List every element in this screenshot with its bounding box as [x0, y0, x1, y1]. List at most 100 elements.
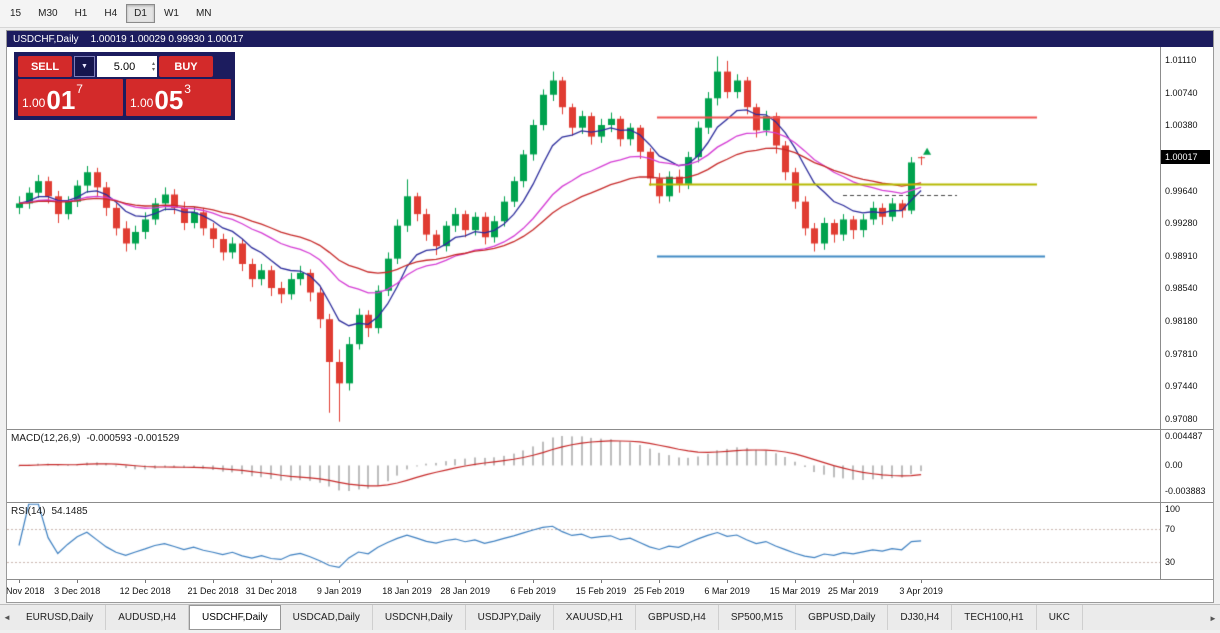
- date-tick: [921, 580, 923, 583]
- rsi-label: RSI(14) 54.1485: [11, 506, 94, 517]
- timeframe-button-D1[interactable]: D1: [126, 4, 155, 23]
- date-axis-label: 9 Jan 2019: [316, 586, 362, 596]
- rsi-name: RSI(14): [11, 506, 46, 517]
- chart-title-symbol: USDCHF,Daily: [13, 33, 79, 45]
- sell-button[interactable]: SELL: [18, 56, 72, 77]
- bid-pip-digit: 7: [76, 82, 83, 96]
- buy-button[interactable]: BUY: [159, 56, 213, 77]
- bid-prefix: 1.00: [22, 96, 46, 110]
- timeframe-button-H4[interactable]: H4: [104, 8, 118, 19]
- chart-tab-dj30-h4[interactable]: DJ30,H4: [888, 605, 953, 630]
- pane-separator-2[interactable]: [7, 502, 1213, 503]
- price-axis-label: 1.01110: [1165, 55, 1197, 65]
- timeframe-bar: 15 M30 H1 H4 D1 W1 MN: [2, 4, 221, 23]
- spin-up-icon[interactable]: ▴: [151, 60, 155, 67]
- price-axis-label: 0.98180: [1165, 316, 1198, 327]
- pane-separator-1[interactable]: [7, 429, 1213, 430]
- date-tick: [407, 580, 408, 583]
- ask-quote[interactable]: 1.00 05 3: [126, 79, 231, 116]
- price-axis-label: 0.98910: [1165, 250, 1198, 261]
- bid-quote[interactable]: 1.00 01 7: [18, 79, 123, 116]
- current-price-tag: 1.00017: [1161, 150, 1210, 165]
- macd-axis-label: 0.00: [1165, 460, 1183, 471]
- rsi-axis-label: 30: [1165, 557, 1176, 567]
- date-axis-label: 31 Dec 2018: [245, 586, 297, 596]
- spin-down-icon[interactable]: ▾: [151, 66, 155, 73]
- timeframe-button-W1[interactable]: W1: [163, 8, 179, 19]
- rsi-axis-label: 100: [1165, 504, 1181, 514]
- date-axis[interactable]: 23 Nov 2018 3 Dec 2018 12 Dec 2018 21 Dec 2…: [7, 580, 1213, 602]
- ask-prefix: 1.00: [130, 96, 154, 110]
- chart-tab-usdcad-daily[interactable]: USDCAD,Daily: [281, 605, 373, 630]
- chart-tab-usdjpy-daily[interactable]: USDJPY,Daily: [466, 605, 554, 630]
- date-axis-label: 3 Apr 2019: [899, 586, 943, 596]
- chart-title-ohlc: 1.00019 1.00029 0.99930 1.00017: [90, 33, 244, 45]
- date-tick: [19, 580, 20, 583]
- chart-tab-usdcnh-daily[interactable]: USDCNH,Daily: [373, 605, 466, 630]
- trade-row-quotes: 1.00 01 7 1.00 05 3: [18, 79, 231, 116]
- date-axis-label: 25 Mar 2019: [827, 586, 879, 596]
- chart-tab-ukc[interactable]: UKC: [1037, 605, 1083, 630]
- price-axis-label: 0.99640: [1165, 185, 1198, 196]
- rsi-axis-label: 70: [1165, 524, 1176, 534]
- price-axis-label: 0.98540: [1165, 283, 1198, 294]
- macd-axis-label: -0.003883: [1165, 486, 1206, 496]
- rsi-pane: RSI(14) 54.1485: [7, 503, 1160, 579]
- chart-tab-usdchf-daily[interactable]: USDCHF,Daily: [189, 605, 281, 630]
- price-axis-label: 0.99280: [1165, 218, 1198, 229]
- timeframe-button-M30[interactable]: M30: [38, 8, 58, 19]
- date-axis-label: 15 Feb 2019: [575, 586, 627, 596]
- chart-tab-audusd-h4[interactable]: AUDUSD,H4: [106, 605, 190, 630]
- volume-stepper[interactable]: 5.00 ▴ ▾: [97, 56, 157, 77]
- price-axis-label: 1.00380: [1165, 120, 1198, 131]
- date-axis-label: 28 Jan 2019: [440, 586, 490, 596]
- rsi-canvas[interactable]: [7, 503, 1160, 579]
- rsi-axis[interactable]: 100 70 30: [1160, 503, 1213, 579]
- bid-big-digits: 01: [46, 85, 76, 116]
- date-axis-label: 12 Dec 2018: [119, 586, 171, 596]
- chart-tab-xauusd-h1[interactable]: XAUUSD,H1: [554, 605, 637, 630]
- chart-tab-eurusd-daily[interactable]: EURUSD,Daily: [14, 605, 107, 630]
- date-tick: [727, 580, 729, 583]
- date-axis-label: 18 Jan 2019: [382, 586, 432, 596]
- macd-axis[interactable]: 0.004487 0.00 -0.003883: [1160, 430, 1213, 502]
- macd-axis-label: 0.004487: [1165, 431, 1203, 441]
- price-axis-label: 0.97440: [1165, 381, 1198, 392]
- macd-canvas[interactable]: [7, 430, 1160, 502]
- chart-tab-gbpusd-daily[interactable]: GBPUSD,Daily: [796, 605, 889, 630]
- timeframe-button-H1[interactable]: H1: [74, 8, 88, 19]
- date-axis-label: 15 Mar 2019: [769, 586, 821, 596]
- date-tick: [601, 580, 602, 583]
- macd-name: MACD(12,26,9): [11, 433, 81, 444]
- pane-separator-3[interactable]: [7, 579, 1213, 580]
- date-tick: [659, 580, 661, 583]
- date-tick: [795, 580, 796, 583]
- ask-big-digits: 05: [154, 85, 184, 116]
- tab-scroll-left-icon[interactable]: ◄: [3, 613, 11, 622]
- tab-scroll-right-icon[interactable]: ►: [1206, 606, 1220, 630]
- chart-tab-tech100-h1[interactable]: TECH100,H1: [952, 605, 1037, 630]
- price-axis-label: 0.97810: [1165, 348, 1198, 359]
- macd-pane: MACD(12,26,9) -0.000593 -0.001529: [7, 430, 1160, 502]
- chart-tab-gbpusd-h4[interactable]: GBPUSD,H4: [636, 605, 719, 630]
- chart-titlebar[interactable]: USDCHF,Daily 1.00019 1.00029 0.99930 1.0…: [7, 31, 1213, 47]
- macd-values: -0.000593 -0.001529: [86, 433, 180, 444]
- timeframe-button-MN[interactable]: MN: [195, 8, 212, 19]
- date-tick: [533, 580, 535, 583]
- chart-window: USDCHF,Daily 1.00019 1.00029 0.99930 1.0…: [6, 30, 1214, 603]
- volume-spin-buttons[interactable]: ▴ ▾: [152, 61, 155, 73]
- date-axis-label: 6 Mar 2019: [704, 586, 750, 596]
- price-axis[interactable]: 1.011101.007401.003801.000100.996400.992…: [1160, 47, 1213, 429]
- chart-tab-sp500-m15[interactable]: SP500,M15: [719, 605, 797, 630]
- price-axis-label: 0.97080: [1165, 414, 1198, 424]
- date-tick: [465, 580, 467, 583]
- chevron-down-icon: ▼: [81, 63, 88, 70]
- trade-row-buttons: SELL ▼ 5.00 ▴ ▾ BUY: [18, 56, 231, 77]
- price-axis-label: 1.00740: [1165, 87, 1198, 98]
- date-axis-label: 6 Feb 2019: [510, 586, 556, 596]
- ask-pip-digit: 3: [184, 82, 191, 96]
- order-type-dropdown[interactable]: ▼: [74, 56, 95, 77]
- timeframe-button-15[interactable]: 15: [10, 8, 22, 19]
- date-axis-label: 3 Dec 2018: [54, 586, 101, 596]
